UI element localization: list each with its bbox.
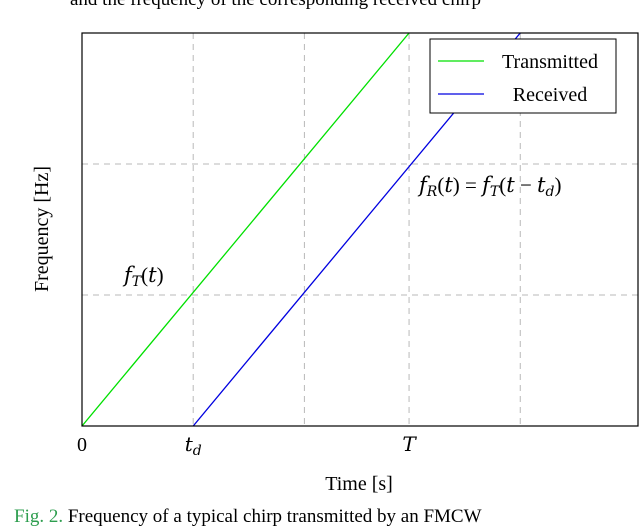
x-tick-label-0: 0: [77, 434, 87, 456]
x-tick-labels: 0 td T: [77, 432, 417, 459]
legend: Transmitted Received: [429, 38, 617, 114]
legend-label-received: Received: [513, 84, 587, 106]
legend-box: [429, 38, 617, 114]
figure-number: Fig. 2.: [14, 506, 64, 527]
body-text-line: and the frequency of the corresponding r…: [70, 0, 481, 11]
series-line-transmitted: [82, 33, 410, 426]
x-tick-label-2: T: [402, 432, 417, 456]
ft-annotation: fT(t): [122, 263, 164, 290]
plot-frame: [81, 32, 639, 427]
y-axis-label: Frequency [Hz]: [31, 166, 53, 292]
svg-text:fR(t) = fT(t − td): fR(t) = fT(t − td): [417, 173, 561, 200]
x-tick-label-1: td: [185, 432, 202, 459]
caption-text: Frequency of a typical chirp transmitted…: [63, 506, 482, 527]
grid-lines: [82, 33, 638, 426]
figure-caption: Fig. 2. Frequency of a typical chirp tra…: [14, 506, 482, 528]
legend-label-transmitted: Transmitted: [502, 51, 598, 73]
svg-text:fT(t): fT(t): [122, 263, 164, 290]
fr-annotation: fR(t) = fT(t − td): [417, 173, 561, 200]
x-axis-label: Time [s]: [325, 473, 393, 495]
